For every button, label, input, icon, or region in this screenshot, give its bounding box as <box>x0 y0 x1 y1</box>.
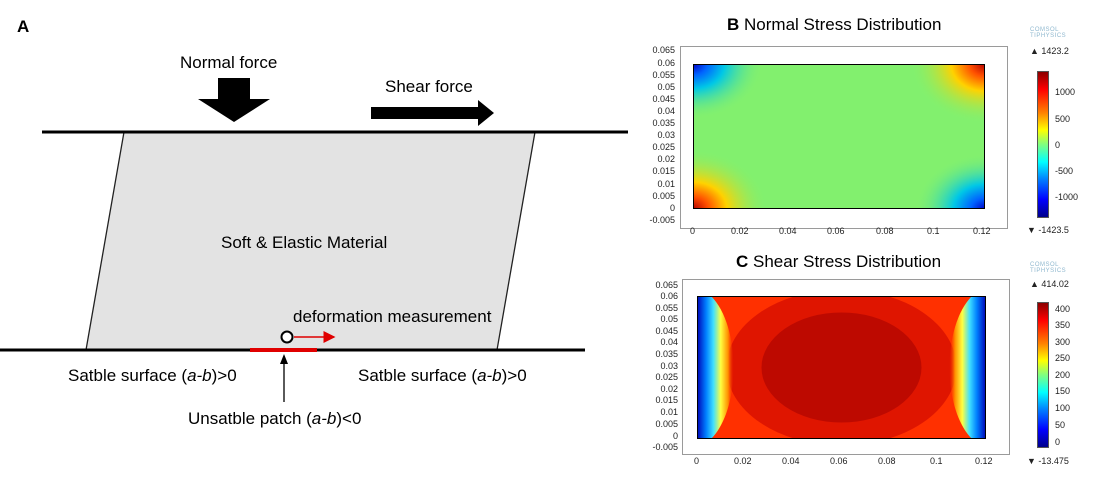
shear-force-label: Shear force <box>385 77 473 96</box>
deformation-label: deformation measurement <box>293 307 492 326</box>
colorbar-tick-label: 350 <box>1055 320 1071 330</box>
material-label: Soft & Elastic Material <box>221 233 388 252</box>
panel-b-title-text: Normal Stress Distribution <box>744 15 942 34</box>
x-tick-label: 0.06 <box>827 226 845 236</box>
y-tick-label: 0.015 <box>652 166 675 176</box>
x-tick-label: 0.1 <box>927 226 940 236</box>
colorbar-tick-label: 200 <box>1055 370 1071 380</box>
normal-force-arrow <box>198 78 270 122</box>
y-tick-label: 0.045 <box>652 94 675 104</box>
normal-stress-plot <box>693 64 985 209</box>
x-tick-label: 0.1 <box>930 456 943 466</box>
y-tick-label: 0.025 <box>655 372 678 382</box>
normal-force-label: Normal force <box>180 53 278 72</box>
y-tick-label: 0.01 <box>657 179 675 189</box>
x-tick-label: 0.12 <box>975 456 993 466</box>
normal-stress-colorbar <box>1037 71 1049 218</box>
y-tick-label: 0.04 <box>660 337 678 347</box>
panel-c-letter: C <box>736 252 749 271</box>
panel-b-title: B Normal Stress Distribution <box>727 15 941 35</box>
colorbar-tick-label: 0 <box>1055 437 1061 447</box>
colorbar-tick-label: 400 <box>1055 304 1071 314</box>
x-tick-label: 0.04 <box>782 456 800 466</box>
y-tick-label: -0.005 <box>652 442 678 452</box>
panel-b-watermark: COMSOL TIPHYSICS <box>1030 27 1067 39</box>
normal-stress-min-label: ▼ -1423.5 <box>1027 225 1069 235</box>
colorbar-tick-label: 50 <box>1055 420 1066 430</box>
y-tick-label: 0.015 <box>655 395 678 405</box>
x-tick-label: 0.02 <box>731 226 749 236</box>
y-tick-label: 0.055 <box>652 70 675 80</box>
stable-surface-right-label: Satble surface (a-b)>0 <box>358 366 527 385</box>
shear-stress-plot <box>697 296 986 439</box>
panel-c-watermark: COMSOL TIPHYSICS <box>1030 262 1067 274</box>
y-tick-label: 0.065 <box>652 45 675 55</box>
panel-a-letter: A <box>17 17 30 36</box>
y-tick-label: 0.045 <box>655 326 678 336</box>
shear-stress-colorbar <box>1037 302 1049 448</box>
schematic <box>0 78 628 402</box>
y-tick-label: 0 <box>672 431 678 441</box>
y-tick-label: -0.005 <box>649 215 675 225</box>
colorbar-tick-label: 1000 <box>1055 87 1076 97</box>
y-tick-label: 0.04 <box>657 106 675 116</box>
y-tick-label: 0.025 <box>652 142 675 152</box>
colorbar-tick-label: 300 <box>1055 337 1071 347</box>
y-tick-label: 0.05 <box>660 314 678 324</box>
stable-surface-left-label: Satble surface (a-b)>0 <box>68 366 237 385</box>
y-tick-label: 0.065 <box>655 280 678 290</box>
colorbar-tick-label: 0 <box>1055 140 1061 150</box>
y-tick-label: 0.03 <box>657 130 675 140</box>
y-tick-label: 0.06 <box>660 291 678 301</box>
panel-b-letter: B <box>727 15 740 34</box>
x-tick-label: 0.08 <box>876 226 894 236</box>
panel-c-title: C Shear Stress Distribution <box>736 252 941 272</box>
y-tick-label: 0.035 <box>652 118 675 128</box>
x-tick-label: 0.04 <box>779 226 797 236</box>
x-tick-label: 0.08 <box>878 456 896 466</box>
colorbar-tick-label: 100 <box>1055 403 1071 413</box>
y-tick-label: 0.03 <box>660 361 678 371</box>
x-tick-label: 0 <box>694 456 700 466</box>
y-tick-label: 0.06 <box>657 58 675 68</box>
y-tick-label: 0.005 <box>652 191 675 201</box>
shear-force-arrow <box>371 100 494 126</box>
x-tick-label: 0 <box>690 226 696 236</box>
normal-stress-max-label: ▲ 1423.2 <box>1030 46 1069 56</box>
y-tick-label: 0.055 <box>655 303 678 313</box>
x-tick-label: 0.06 <box>830 456 848 466</box>
y-tick-label: 0.005 <box>655 419 678 429</box>
measurement-point <box>280 330 294 344</box>
colorbar-tick-label: 250 <box>1055 353 1071 363</box>
unstable-patch-label: Unsatble patch (a-b)<0 <box>188 409 362 428</box>
y-tick-label: 0.05 <box>657 82 675 92</box>
y-tick-label: 0.02 <box>657 154 675 164</box>
unstable-pointer-head <box>280 354 288 364</box>
colorbar-tick-label: -1000 <box>1055 192 1079 202</box>
colorbar-tick-label: 150 <box>1055 386 1071 396</box>
y-tick-label: 0 <box>669 203 675 213</box>
shear-stress-min-label: ▼ -13.475 <box>1027 456 1069 466</box>
y-tick-label: 0.01 <box>660 407 678 417</box>
shear-stress-max-label: ▲ 414.02 <box>1030 279 1069 289</box>
y-tick-label: 0.02 <box>660 384 678 394</box>
colorbar-tick-label: 500 <box>1055 114 1071 124</box>
panel-c-title-text: Shear Stress Distribution <box>753 252 942 271</box>
x-tick-label: 0.12 <box>973 226 991 236</box>
y-tick-label: 0.035 <box>655 349 678 359</box>
x-tick-label: 0.02 <box>734 456 752 466</box>
colorbar-tick-label: -500 <box>1055 166 1074 176</box>
